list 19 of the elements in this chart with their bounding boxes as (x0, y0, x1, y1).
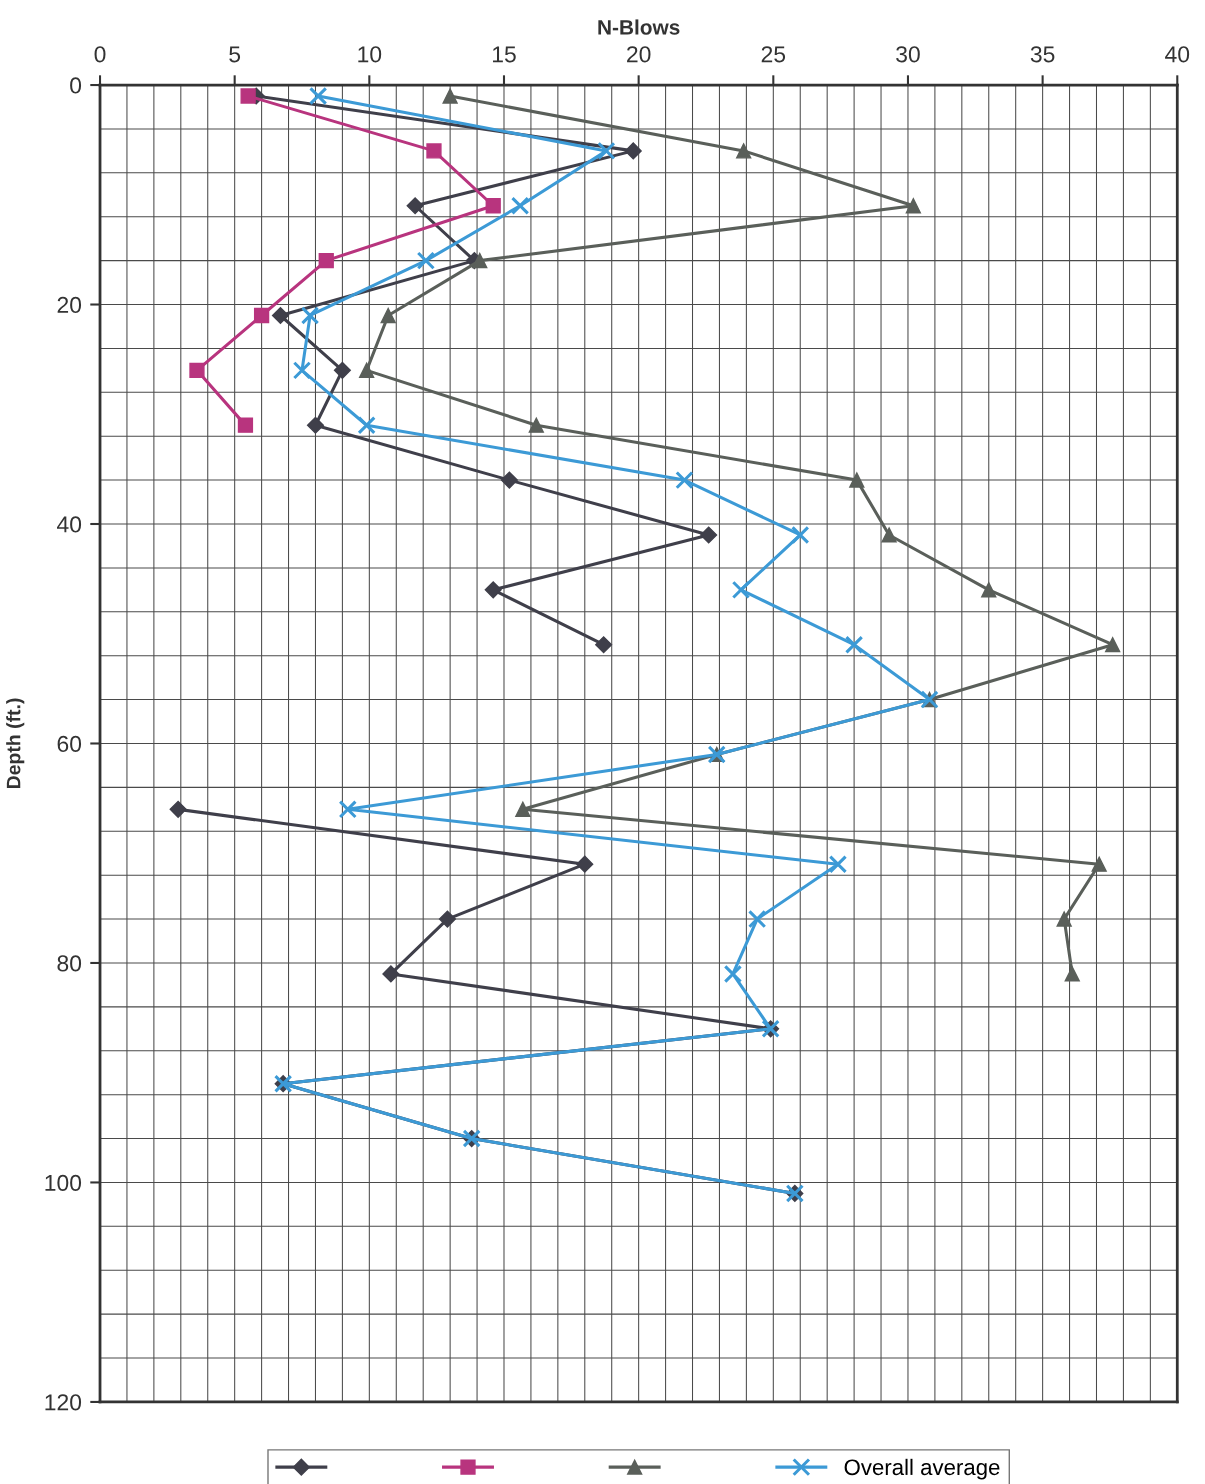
x-tick-label: 5 (229, 46, 241, 63)
x-tick-label: 25 (761, 46, 786, 63)
x-axis-title: N-Blows (598, 19, 680, 35)
legend-label: Overall average (844, 1458, 1000, 1480)
y-tick-label: 100 (45, 1174, 82, 1191)
x-tick-label: 40 (1165, 46, 1190, 63)
y-tick-label: 120 (45, 1394, 82, 1411)
x-tick-label: 35 (1030, 46, 1055, 63)
x-tick-label: 15 (492, 46, 516, 63)
y-axis-title: Depth (ft.) (6, 698, 25, 789)
y-tick-label: 0 (70, 77, 82, 94)
x-tick-label: 10 (358, 46, 382, 63)
y-tick-label: 80 (57, 955, 82, 972)
x-tick-label: 30 (896, 46, 920, 63)
y-tick-label: 60 (57, 735, 82, 753)
y-tick-label: 40 (57, 516, 82, 533)
y-tick-label: 20 (57, 296, 82, 314)
x-tick-label: 0 (94, 46, 106, 63)
x-tick-label: 20 (627, 46, 651, 63)
